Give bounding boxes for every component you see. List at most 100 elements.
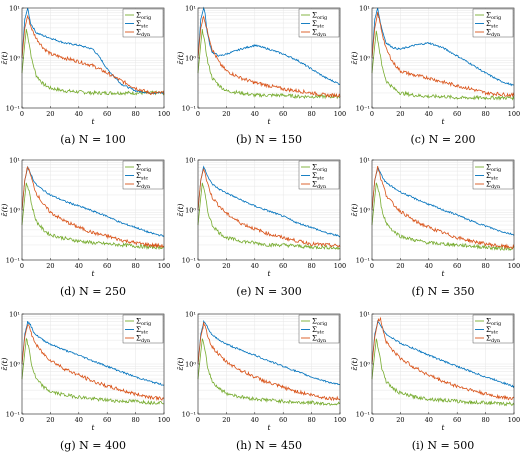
legend-label-dyn: Σdyn (312, 335, 327, 345)
panel-caption: (d) N = 250 (60, 285, 126, 298)
y-tick-label: 10¹ (185, 311, 196, 319)
y-axis-label: ε̄(t) (350, 203, 359, 216)
legend-label-stc: Σstc (312, 172, 325, 182)
series-line-stc (21, 7, 165, 95)
x-axis-label: t (91, 117, 95, 126)
series-line-dyn (21, 165, 165, 249)
x-tick-label: 40 (425, 110, 433, 118)
panel-caption: (h) N = 450 (236, 439, 302, 452)
chart-panel-150: 0 20 40 60 80 100 10⁻¹ 10⁰ 10¹ t ε̄(t) ΣorigΣstcΣdy… (176, 5, 346, 147)
series-line-dyn (371, 316, 515, 401)
chart-panel-350: 0 20 40 60 80 100 10⁻¹ 10⁰ 10¹ t ε̄(t) ΣorigΣstcΣdy… (350, 157, 520, 299)
legend-label-dyn: Σdyn (312, 181, 327, 191)
y-tick-label: 10⁻¹ (182, 411, 197, 419)
legend-label-orig: Σorig (486, 12, 502, 22)
legend-label-stc: Σstc (136, 326, 149, 336)
y-tick-label: 10⁰ (9, 55, 20, 63)
legend-label-dyn: Σdyn (136, 181, 151, 191)
y-tick-label: 10¹ (359, 157, 370, 165)
y-tick-label: 10¹ (359, 311, 370, 319)
x-tick-label: 60 (453, 262, 461, 270)
panel-caption: (e) N = 300 (236, 285, 301, 298)
x-tick-label: 0 (370, 262, 374, 270)
legend-label-orig: Σorig (136, 12, 152, 22)
series-line-dyn (197, 167, 341, 248)
x-tick-label: 20 (46, 416, 54, 424)
panel-caption: (f) N = 350 (412, 285, 475, 298)
y-tick-label: 10¹ (9, 5, 20, 13)
chart-panel-200: 0 20 40 60 80 100 10⁻¹ 10⁰ 10¹ t ε̄(t) ΣorigΣstcΣdy… (350, 5, 520, 147)
series-line-orig (197, 338, 341, 406)
x-tick-label: 60 (453, 110, 461, 118)
legend-label-stc: Σstc (486, 20, 499, 30)
x-tick-label: 20 (46, 262, 54, 270)
y-axis-label: ε̄(t) (176, 357, 185, 370)
y-axis-label: ε̄(t) (0, 203, 9, 216)
panel-caption: (g) N = 400 (60, 439, 126, 452)
legend-label-stc: Σstc (136, 172, 149, 182)
y-tick-label: 10⁻¹ (356, 411, 371, 419)
x-axis-label: t (267, 117, 271, 126)
y-tick-label: 10¹ (359, 5, 370, 13)
y-axis-label: ε̄(t) (0, 51, 9, 64)
series-line-dyn (371, 11, 515, 98)
legend-label-dyn: Σdyn (136, 335, 151, 345)
x-tick-label: 100 (334, 110, 346, 118)
legend-label-dyn: Σdyn (486, 335, 501, 345)
x-axis-label: t (267, 423, 271, 432)
panel-caption: (c) N = 200 (410, 133, 475, 146)
x-axis-label: t (267, 269, 271, 278)
x-tick-label: 40 (75, 110, 83, 118)
y-tick-label: 10⁰ (9, 361, 20, 369)
x-tick-label: 60 (103, 416, 111, 424)
legend-label-dyn: Σdyn (136, 29, 151, 39)
x-tick-label: 40 (425, 262, 433, 270)
x-axis-label: t (441, 269, 445, 278)
legend-label-orig: Σorig (486, 318, 502, 328)
x-tick-label: 0 (20, 416, 24, 424)
x-tick-label: 80 (481, 262, 489, 270)
y-tick-label: 10⁰ (359, 361, 370, 369)
series-line-dyn (21, 324, 165, 402)
y-axis-label: ε̄(t) (350, 51, 359, 64)
x-tick-label: 80 (307, 416, 315, 424)
x-tick-label: 20 (396, 416, 404, 424)
series-line-dyn (197, 15, 341, 99)
y-tick-label: 10⁰ (359, 55, 370, 63)
x-tick-label: 20 (222, 110, 230, 118)
series-line-orig (21, 337, 165, 406)
series-line-stc (371, 166, 515, 236)
x-tick-label: 40 (251, 110, 259, 118)
x-tick-label: 100 (508, 110, 520, 118)
chart-panel-250: 0 20 40 60 80 100 10⁻¹ 10⁰ 10¹ t ε̄(t) ΣorigΣstcΣdy… (0, 157, 170, 299)
y-tick-label: 10¹ (185, 157, 196, 165)
x-tick-label: 40 (251, 262, 259, 270)
chart-panel-300: 0 20 40 60 80 100 10⁻¹ 10⁰ 10¹ t ε̄(t) ΣorigΣstcΣdy… (176, 157, 346, 299)
x-tick-label: 20 (222, 416, 230, 424)
legend-box (298, 314, 340, 344)
y-axis-label: ε̄(t) (350, 357, 359, 370)
x-tick-label: 0 (370, 416, 374, 424)
legend-label-orig: Σorig (312, 12, 328, 22)
x-tick-label: 60 (279, 110, 287, 118)
y-tick-label: 10⁻¹ (6, 411, 21, 419)
y-axis-label: ε̄(t) (176, 51, 185, 64)
x-tick-label: 100 (158, 110, 170, 118)
series-line-stc (197, 6, 341, 86)
x-tick-label: 80 (307, 110, 315, 118)
legend-label-dyn: Σdyn (486, 181, 501, 191)
series-line-dyn (371, 165, 515, 250)
y-tick-label: 10⁻¹ (6, 257, 21, 265)
y-axis-label: ε̄(t) (176, 203, 185, 216)
legend-label-orig: Σorig (312, 318, 328, 328)
x-tick-label: 20 (396, 110, 404, 118)
series-line-orig (21, 182, 165, 251)
x-tick-label: 60 (279, 416, 287, 424)
